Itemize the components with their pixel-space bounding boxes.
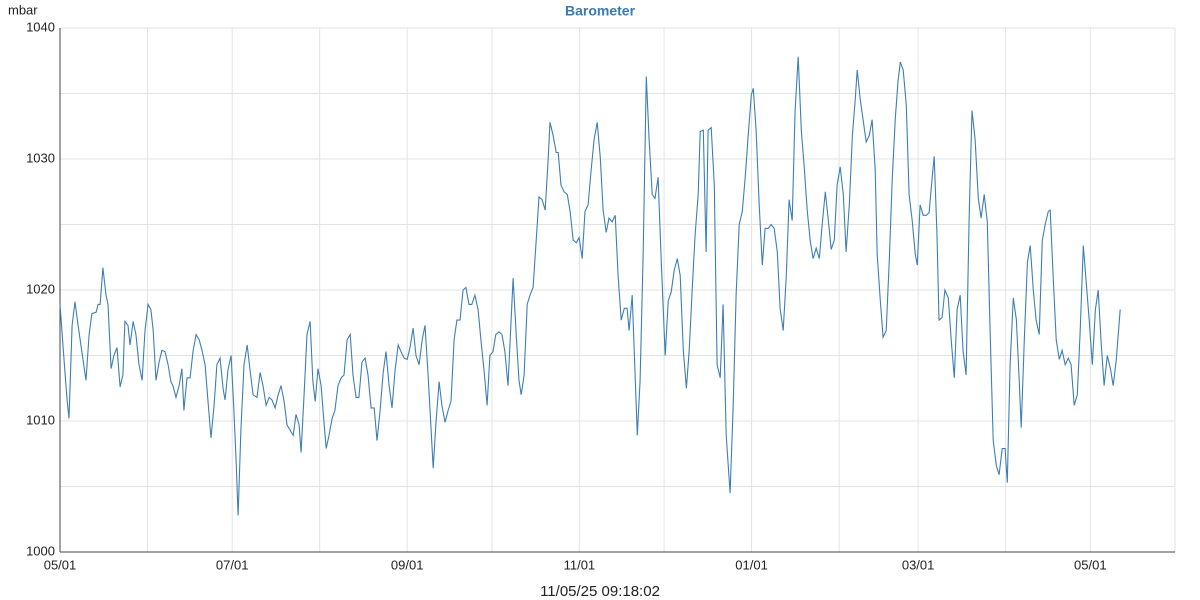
y-axis-label: mbar — [8, 2, 38, 17]
y-tick-label: 1000 — [26, 543, 55, 558]
x-tick-label: 07/01 — [216, 557, 249, 572]
x-tick-label: 01/01 — [735, 557, 768, 572]
x-tick-label: 03/01 — [902, 557, 935, 572]
chart-title: Barometer — [565, 3, 636, 19]
x-tick-label: 05/01 — [1074, 557, 1107, 572]
y-tick-label: 1010 — [26, 412, 55, 427]
x-tick-label: 11/01 — [564, 557, 596, 572]
y-tick-label: 1020 — [26, 281, 55, 296]
data-line — [59, 56, 1121, 516]
y-tick-label: 1030 — [26, 150, 55, 165]
x-tick-label: 09/01 — [391, 557, 424, 572]
y-tick-label: 1040 — [26, 19, 55, 34]
x-tick-label: 05/01 — [44, 557, 77, 572]
timestamp: 11/05/25 09:18:02 — [540, 583, 660, 600]
